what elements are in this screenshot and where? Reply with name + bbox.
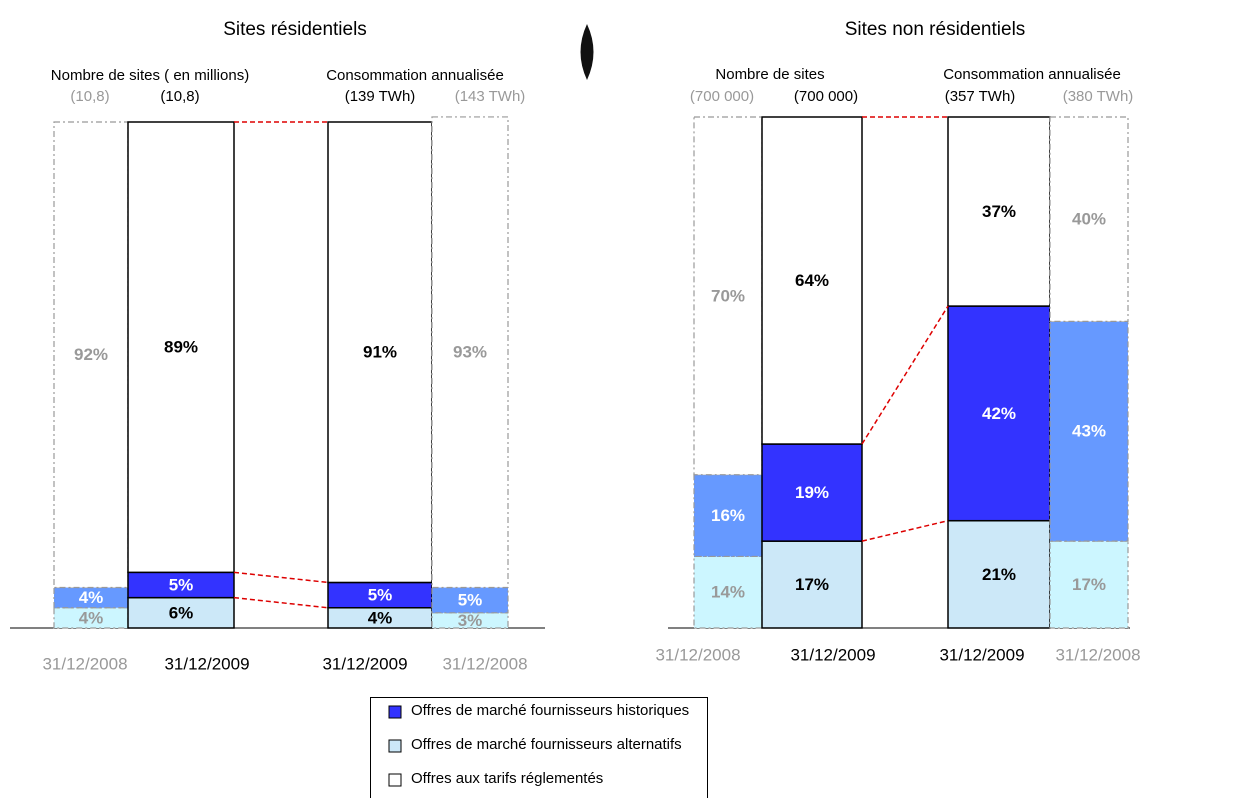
value-label: 64% bbox=[795, 271, 829, 290]
bar-segment bbox=[431, 116, 509, 589]
bar-segment bbox=[127, 596, 235, 629]
x-tick-label: 31/12/2008 bbox=[442, 654, 527, 673]
bar-segment bbox=[761, 116, 863, 445]
legend-swatch bbox=[388, 705, 402, 719]
value-label: 6% bbox=[169, 603, 194, 622]
value-label: 5% bbox=[458, 591, 483, 610]
connector bbox=[233, 596, 329, 609]
bar-segment bbox=[947, 519, 1051, 629]
bar-segment bbox=[693, 555, 763, 629]
legend-box bbox=[370, 697, 708, 803]
total-label: (143 TWh) bbox=[455, 88, 526, 105]
total-label: (357 TWh) bbox=[945, 88, 1016, 105]
group-label: Consommation annualisée bbox=[326, 67, 504, 84]
legend-swatch bbox=[388, 773, 402, 787]
value-label: 40% bbox=[1072, 210, 1106, 229]
connector bbox=[233, 571, 329, 584]
bar-segment bbox=[327, 121, 433, 584]
legend-label: Offres de marché fournisseurs alternatif… bbox=[411, 736, 682, 753]
total-label: (380 TWh) bbox=[1063, 88, 1134, 105]
panel-title: Sites non résidentiels bbox=[845, 19, 1026, 40]
total-label: (10,8) bbox=[160, 88, 199, 105]
group-label: Consommation annualisée bbox=[943, 66, 1121, 83]
bar-segment bbox=[127, 121, 235, 574]
value-label: 92% bbox=[74, 345, 108, 364]
group-label: Nombre de sites ( en millions) bbox=[51, 67, 249, 84]
total-label: (700 000) bbox=[794, 88, 858, 105]
connector bbox=[861, 305, 949, 445]
bar-segment bbox=[1049, 320, 1129, 542]
value-label: 4% bbox=[368, 608, 393, 627]
value-label: 3% bbox=[458, 611, 483, 630]
value-label: 4% bbox=[79, 588, 104, 607]
group-label: Nombre de sites bbox=[715, 66, 824, 83]
x-tick-label: 31/12/2008 bbox=[42, 654, 127, 673]
value-label: 93% bbox=[453, 343, 487, 362]
value-label: 89% bbox=[164, 338, 198, 357]
legend-label: Offres de marché fournisseurs historique… bbox=[411, 702, 689, 719]
bar-segment bbox=[693, 474, 763, 558]
x-tick-label: 31/12/2009 bbox=[790, 645, 875, 664]
value-label: 91% bbox=[363, 343, 397, 362]
x-tick-label: 31/12/2009 bbox=[164, 654, 249, 673]
total-label: (700 000) bbox=[690, 88, 754, 105]
value-label: 14% bbox=[711, 583, 745, 602]
total-label: (139 TWh) bbox=[345, 88, 416, 105]
connector bbox=[861, 519, 949, 542]
x-tick-label: 31/12/2008 bbox=[1055, 645, 1140, 664]
x-tick-label: 31/12/2009 bbox=[322, 654, 407, 673]
value-label: 19% bbox=[795, 483, 829, 502]
legend-label: Offres aux tarifs réglementés bbox=[411, 770, 603, 787]
bar-segment bbox=[1049, 540, 1129, 629]
bar-segment bbox=[693, 116, 763, 476]
value-label: 16% bbox=[711, 506, 745, 525]
legend-swatch bbox=[388, 739, 402, 753]
value-label: 43% bbox=[1072, 422, 1106, 441]
value-label: 17% bbox=[795, 575, 829, 594]
panel-title: Sites résidentiels bbox=[223, 19, 367, 40]
bar-segment bbox=[761, 540, 863, 629]
value-label: 70% bbox=[711, 286, 745, 305]
separator-icon bbox=[580, 24, 594, 80]
bar-segment bbox=[327, 581, 433, 609]
x-tick-label: 31/12/2009 bbox=[939, 645, 1024, 664]
value-label: 17% bbox=[1072, 575, 1106, 594]
value-label: 42% bbox=[982, 404, 1016, 423]
bar-segment bbox=[1049, 116, 1129, 322]
x-tick-label: 31/12/2008 bbox=[655, 645, 740, 664]
value-label: 21% bbox=[982, 565, 1016, 584]
value-label: 4% bbox=[79, 608, 104, 627]
bar-segment bbox=[947, 305, 1051, 522]
bar-segment bbox=[947, 116, 1051, 307]
value-label: 5% bbox=[368, 586, 393, 605]
value-label: 5% bbox=[169, 575, 194, 594]
bar-segment bbox=[53, 121, 129, 589]
total-label: (10,8) bbox=[70, 88, 109, 105]
value-label: 37% bbox=[982, 202, 1016, 221]
